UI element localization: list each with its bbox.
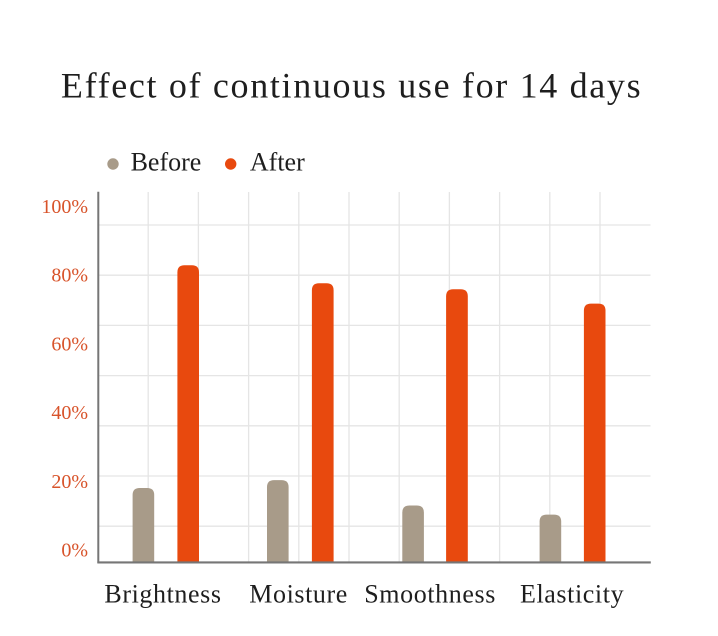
svg-text:Moisture: Moisture [249, 580, 348, 609]
svg-text:Smoothness: Smoothness [364, 580, 496, 609]
svg-text:60%: 60% [51, 333, 88, 355]
svg-text:80%: 80% [51, 265, 88, 287]
svg-text:40%: 40% [51, 402, 88, 424]
svg-text:20%: 20% [51, 471, 88, 493]
svg-text:Effect of continuous use for 1: Effect of continuous use for 14 days [61, 66, 642, 106]
svg-text:Brightness: Brightness [104, 580, 221, 609]
svg-text:0%: 0% [61, 540, 88, 562]
svg-text:100%: 100% [41, 196, 88, 218]
svg-text:After: After [250, 148, 305, 177]
svg-text:Before: Before [131, 148, 202, 177]
svg-text:Elasticity: Elasticity [520, 580, 624, 609]
